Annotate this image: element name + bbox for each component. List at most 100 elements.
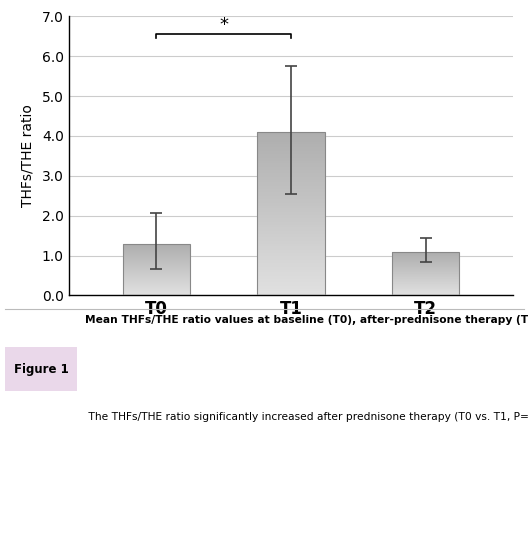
Bar	[257, 165, 325, 166]
Bar	[257, 248, 325, 249]
Bar	[257, 139, 325, 140]
Y-axis label: THFs/THE ratio: THFs/THE ratio	[21, 104, 35, 207]
Bar	[257, 286, 325, 287]
Bar	[257, 142, 325, 143]
Bar	[257, 135, 325, 136]
Bar	[257, 133, 325, 135]
FancyBboxPatch shape	[5, 347, 77, 391]
Bar	[257, 222, 325, 223]
Bar	[257, 264, 325, 265]
Bar	[257, 254, 325, 256]
Bar	[257, 160, 325, 162]
Bar	[257, 174, 325, 176]
Bar	[257, 243, 325, 245]
Bar	[257, 173, 325, 174]
Bar	[257, 144, 325, 146]
Bar	[257, 238, 325, 240]
Bar	[257, 154, 325, 155]
Bar	[257, 279, 325, 281]
Bar	[257, 193, 325, 195]
Bar	[257, 263, 325, 264]
Bar	[257, 204, 325, 206]
Bar	[257, 158, 325, 159]
Bar	[257, 188, 325, 189]
Bar	[257, 140, 325, 142]
Bar	[257, 282, 325, 283]
Bar	[257, 237, 325, 238]
Bar	[257, 283, 325, 284]
Bar	[257, 281, 325, 282]
Bar	[257, 271, 325, 272]
Bar	[257, 147, 325, 148]
Bar	[257, 232, 325, 234]
Bar	[257, 284, 325, 286]
Bar	[257, 181, 325, 182]
Bar	[257, 207, 325, 208]
Bar	[257, 170, 325, 171]
Bar	[257, 185, 325, 187]
Bar	[257, 190, 325, 192]
Bar	[257, 211, 325, 212]
Bar	[257, 153, 325, 154]
Bar	[257, 195, 325, 196]
Bar	[257, 226, 325, 228]
Bar	[257, 163, 325, 165]
Bar	[257, 240, 325, 241]
Bar	[257, 132, 325, 295]
Bar	[392, 252, 459, 295]
Bar	[257, 235, 325, 237]
Bar	[257, 275, 325, 276]
Bar	[257, 148, 325, 150]
Bar	[257, 256, 325, 257]
Bar	[257, 200, 325, 201]
Bar	[257, 187, 325, 188]
Bar	[257, 199, 325, 200]
Bar	[257, 208, 325, 210]
Bar	[257, 178, 325, 179]
Bar	[257, 218, 325, 219]
Bar	[257, 156, 325, 158]
Bar	[257, 294, 325, 295]
Bar	[257, 151, 325, 153]
Text: *: *	[219, 15, 228, 33]
Bar	[257, 293, 325, 294]
Bar	[257, 251, 325, 252]
Bar	[257, 246, 325, 248]
Bar	[257, 168, 325, 170]
Bar	[257, 227, 325, 229]
Bar	[257, 197, 325, 199]
Bar	[257, 288, 325, 290]
Bar	[257, 229, 325, 230]
Bar	[257, 231, 325, 232]
Bar	[257, 290, 325, 292]
Bar	[257, 252, 325, 253]
Bar	[257, 268, 325, 270]
Bar	[257, 278, 325, 279]
Bar	[257, 214, 325, 215]
Bar	[257, 249, 325, 251]
Bar	[257, 177, 325, 178]
Bar	[257, 257, 325, 259]
Bar	[257, 224, 325, 226]
Bar	[257, 260, 325, 261]
Bar	[257, 137, 325, 139]
Bar	[257, 267, 325, 268]
Bar	[257, 276, 325, 278]
Bar	[257, 143, 325, 144]
Bar	[257, 234, 325, 235]
Bar	[257, 270, 325, 271]
Bar	[257, 150, 325, 151]
Bar	[257, 162, 325, 164]
Text: Figure 1: Figure 1	[14, 363, 68, 376]
Bar	[257, 272, 325, 274]
Bar	[257, 176, 325, 177]
Bar	[257, 182, 325, 184]
Bar	[257, 210, 325, 211]
Bar	[257, 291, 325, 293]
Bar	[257, 167, 325, 168]
Bar	[257, 242, 325, 243]
Bar	[123, 245, 190, 295]
Bar	[257, 253, 325, 254]
Bar	[257, 184, 325, 185]
Bar	[257, 259, 325, 260]
